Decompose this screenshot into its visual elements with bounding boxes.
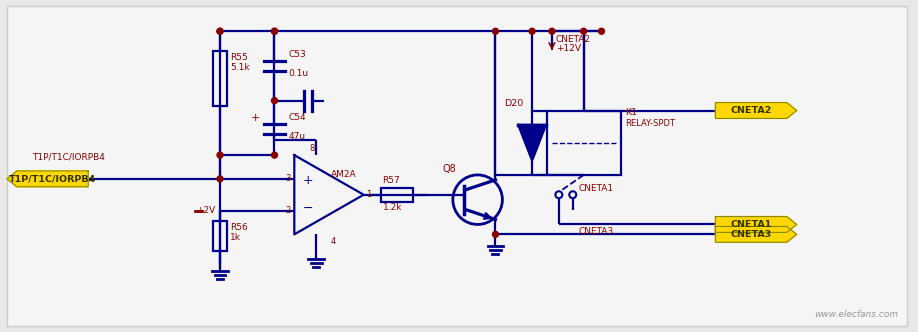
Bar [213,51,227,106]
Polygon shape [715,226,797,242]
Text: R57: R57 [383,176,400,185]
Text: 47u: 47u [288,132,306,141]
Circle shape [492,231,498,237]
Text: +: + [302,174,313,187]
Text: +: + [252,114,261,124]
Text: CNETA2: CNETA2 [731,106,772,115]
Text: C53: C53 [288,50,306,59]
Text: 4: 4 [331,237,336,246]
Text: 3: 3 [285,174,290,183]
Bar [547,111,621,175]
Circle shape [549,28,554,34]
Text: CNETA3: CNETA3 [578,227,614,236]
Text: 0.1u: 0.1u [288,69,308,78]
Text: RELAY-SPDT: RELAY-SPDT [625,120,676,128]
Circle shape [581,28,587,34]
Text: CNETA1: CNETA1 [731,220,772,229]
Text: www.elecfans.com: www.elecfans.com [814,310,899,319]
Circle shape [217,176,223,182]
Text: 5.1k: 5.1k [230,63,250,72]
Circle shape [272,28,277,34]
Text: CNETA3: CNETA3 [731,230,772,239]
Text: 1: 1 [365,190,371,199]
Circle shape [272,152,277,158]
Text: R55: R55 [230,53,248,62]
Circle shape [217,28,223,34]
Text: +2V: +2V [196,206,215,215]
Circle shape [217,28,223,34]
Bar [381,188,413,202]
Circle shape [217,152,223,158]
Text: 1.2k: 1.2k [383,203,402,212]
Text: +12V: +12V [556,43,581,52]
Polygon shape [715,103,797,119]
Text: AM2A: AM2A [331,170,356,179]
Circle shape [529,28,535,34]
Text: CNETA1: CNETA1 [578,184,614,193]
Circle shape [599,28,604,34]
Polygon shape [715,216,797,232]
Circle shape [272,28,277,34]
Text: T1P/T1C/IORPB4: T1P/T1C/IORPB4 [9,174,96,183]
Text: 8: 8 [309,144,315,153]
Polygon shape [519,125,546,161]
Circle shape [272,98,277,104]
Text: −: − [302,202,313,215]
Text: R56: R56 [230,223,248,232]
Text: C54: C54 [288,114,306,123]
Bar [213,221,227,251]
Text: CNETA2: CNETA2 [556,35,591,44]
Polygon shape [7,171,88,187]
Circle shape [492,28,498,34]
Text: T1P/T1C/IORPB4: T1P/T1C/IORPB4 [32,152,105,161]
Text: 2: 2 [285,206,290,215]
Text: K1: K1 [625,109,637,118]
Text: D20: D20 [504,99,523,108]
Text: 1k: 1k [230,233,241,242]
Text: Q8: Q8 [443,164,456,174]
